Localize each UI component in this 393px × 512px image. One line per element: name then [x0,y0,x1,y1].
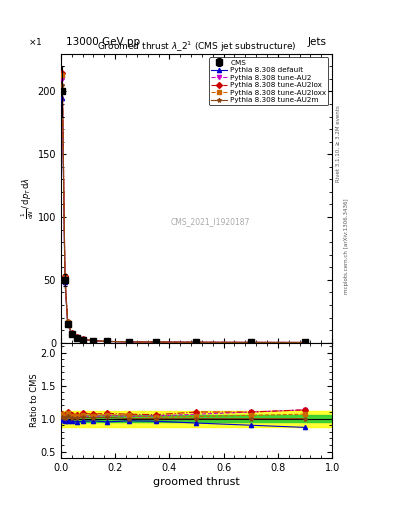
Pythia 8.308 tune-AU2loxx [248,339,253,346]
Pythia 8.308 tune-AU2lox [80,336,85,343]
Pythia 8.308 tune-AU2loxx [303,339,307,346]
Pythia 8.308 tune-AU2m [70,331,74,337]
Pythia 8.308 tune-AU2 [80,336,85,343]
Pythia 8.308 default [75,335,79,341]
Legend: CMS, Pythia 8.308 default, Pythia 8.308 tune-AU2, Pythia 8.308 tune-AU2lox, Pyth: CMS, Pythia 8.308 default, Pythia 8.308 … [209,57,329,105]
Pythia 8.308 tune-AU2m [65,320,70,326]
Pythia 8.308 default [91,338,96,344]
Pythia 8.308 tune-AU2 [75,334,79,340]
Pythia 8.308 tune-AU2loxx [60,72,64,78]
Text: 13000 GeV pp: 13000 GeV pp [66,36,140,47]
Pythia 8.308 tune-AU2 [70,331,74,337]
Pythia 8.308 tune-AU2m [105,338,109,345]
Line: Pythia 8.308 default: Pythia 8.308 default [60,96,307,345]
Pythia 8.308 tune-AU2m [62,276,67,282]
Line: Pythia 8.308 tune-AU2: Pythia 8.308 tune-AU2 [60,77,307,345]
Pythia 8.308 default [80,336,85,343]
Pythia 8.308 tune-AU2 [91,337,96,344]
X-axis label: groomed thrust: groomed thrust [153,477,240,487]
Pythia 8.308 tune-AU2lox [75,334,79,340]
Pythia 8.308 default [62,280,67,286]
Pythia 8.308 tune-AU2 [248,339,253,346]
Y-axis label: Ratio to CMS: Ratio to CMS [30,374,39,428]
Pythia 8.308 tune-AU2 [303,339,307,346]
Pythia 8.308 tune-AU2lox [105,338,109,345]
Pythia 8.308 tune-AU2lox [60,70,64,76]
Pythia 8.308 tune-AU2loxx [105,338,109,345]
Pythia 8.308 default [194,339,199,346]
Pythia 8.308 tune-AU2loxx [65,319,70,326]
Pythia 8.308 default [60,95,64,101]
Pythia 8.308 tune-AU2 [153,339,158,345]
Pythia 8.308 tune-AU2loxx [70,330,74,336]
Pythia 8.308 tune-AU2m [126,339,131,345]
Pythia 8.308 tune-AU2loxx [75,334,79,340]
Text: mcplots.cern.ch [arXiv:1306.3436]: mcplots.cern.ch [arXiv:1306.3436] [344,198,349,293]
Pythia 8.308 tune-AU2lox [248,339,253,346]
Pythia 8.308 tune-AU2m [194,339,199,346]
Pythia 8.308 tune-AU2lox [62,273,67,279]
Pythia 8.308 tune-AU2 [105,338,109,345]
Pythia 8.308 tune-AU2loxx [80,336,85,343]
Pythia 8.308 default [303,339,307,346]
Title: Groomed thrust $\lambda\_2^1$ (CMS jet substructure): Groomed thrust $\lambda\_2^1$ (CMS jet s… [97,39,296,54]
Line: Pythia 8.308 tune-AU2m: Pythia 8.308 tune-AU2m [60,83,307,345]
Pythia 8.308 tune-AU2lox [194,339,199,345]
Pythia 8.308 default [65,322,70,328]
Pythia 8.308 default [105,338,109,345]
Text: CMS_2021_I1920187: CMS_2021_I1920187 [171,217,250,226]
Pythia 8.308 tune-AU2loxx [194,339,199,346]
Pythia 8.308 tune-AU2m [75,334,79,340]
Pythia 8.308 tune-AU2m [153,339,158,345]
Pythia 8.308 default [126,339,131,345]
Pythia 8.308 tune-AU2m [303,339,307,346]
Pythia 8.308 tune-AU2lox [126,339,131,345]
Pythia 8.308 tune-AU2 [126,339,131,345]
Pythia 8.308 tune-AU2m [60,82,64,88]
Y-axis label: $\frac{1}{\mathrm{d}N}\,/\,\mathrm{d}p_T\,\mathrm{d}\lambda$: $\frac{1}{\mathrm{d}N}\,/\,\mathrm{d}p_T… [20,177,36,219]
Pythia 8.308 tune-AU2loxx [62,275,67,281]
Pythia 8.308 tune-AU2loxx [153,339,158,345]
Text: Rivet 3.1.10, ≥ 3.2M events: Rivet 3.1.10, ≥ 3.2M events [336,105,341,182]
Line: Pythia 8.308 tune-AU2loxx: Pythia 8.308 tune-AU2loxx [60,73,307,345]
Pythia 8.308 tune-AU2lox [153,339,158,345]
Pythia 8.308 tune-AU2m [80,336,85,343]
Pythia 8.308 tune-AU2loxx [126,339,131,345]
Text: Jets: Jets [308,36,327,47]
Pythia 8.308 default [70,331,74,337]
Pythia 8.308 tune-AU2m [248,339,253,346]
Pythia 8.308 tune-AU2loxx [91,337,96,344]
Line: Pythia 8.308 tune-AU2lox: Pythia 8.308 tune-AU2lox [60,71,307,345]
Pythia 8.308 tune-AU2lox [65,319,70,325]
Pythia 8.308 tune-AU2lox [303,339,307,346]
Pythia 8.308 tune-AU2 [62,274,67,281]
Pythia 8.308 default [153,339,158,345]
Pythia 8.308 tune-AU2 [194,339,199,346]
Pythia 8.308 default [248,339,253,346]
Pythia 8.308 tune-AU2 [65,319,70,326]
Pythia 8.308 tune-AU2 [60,76,64,82]
Pythia 8.308 tune-AU2lox [91,337,96,344]
Pythia 8.308 tune-AU2lox [70,330,74,336]
Text: $\times 1$: $\times 1$ [28,35,43,47]
Pythia 8.308 tune-AU2m [91,338,96,344]
